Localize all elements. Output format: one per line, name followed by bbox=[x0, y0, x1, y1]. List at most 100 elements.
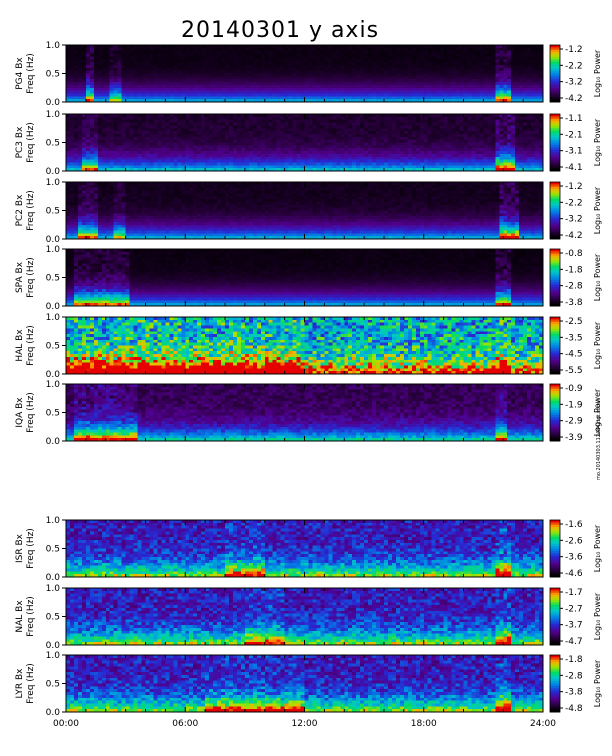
spectrogram-image bbox=[66, 520, 543, 577]
colorbar-cell bbox=[550, 156, 560, 160]
colorbar-cell bbox=[550, 154, 560, 158]
colorbar-cell bbox=[550, 118, 560, 122]
colorbar-cell bbox=[550, 279, 560, 283]
colorbar-tick-label: -2.9 bbox=[565, 417, 583, 427]
colorbar-tick-label: -0.8 bbox=[565, 249, 583, 259]
colorbar-cell bbox=[550, 553, 560, 557]
colorbar-frame bbox=[549, 181, 561, 240]
colorbar-cell bbox=[550, 555, 560, 559]
colorbar-cell bbox=[550, 217, 560, 221]
colorbar-cell bbox=[550, 433, 560, 437]
colorbar-cell bbox=[550, 693, 560, 696]
colorbar-cell bbox=[550, 301, 560, 305]
colorbar-cell bbox=[550, 135, 560, 139]
colorbar-cell bbox=[550, 147, 560, 151]
colorbar-cell bbox=[550, 336, 560, 339]
colorbar-tick-label: -3.7 bbox=[565, 621, 583, 631]
colorbar-cell bbox=[550, 258, 560, 262]
colorbar-tick-label: -2.7 bbox=[565, 604, 583, 614]
colorbar-cell bbox=[550, 659, 560, 663]
colorbar-cell bbox=[550, 704, 560, 708]
spectrogram-image bbox=[66, 655, 543, 712]
colorbar-cell bbox=[550, 384, 560, 387]
panel-ylabel: Freq (Hz) bbox=[26, 257, 36, 298]
colorbar-cell bbox=[550, 562, 560, 566]
colorbar-cell bbox=[550, 121, 560, 124]
colorbar-cell bbox=[550, 321, 560, 325]
colorbar-cell bbox=[550, 640, 560, 644]
colorbar-cell bbox=[550, 618, 560, 622]
y-tick-label: 0.5 bbox=[46, 545, 60, 555]
colorbar-cell bbox=[550, 210, 560, 214]
colorbar-cell bbox=[550, 669, 560, 673]
colorbar-cell bbox=[550, 611, 560, 615]
colorbar-frame bbox=[549, 44, 561, 103]
colorbar-tick-label: -1.1 bbox=[565, 114, 583, 124]
colorbar-cell bbox=[550, 529, 560, 533]
colorbar-cell bbox=[550, 678, 560, 682]
colorbar-cell bbox=[550, 224, 560, 228]
colorbar-cell bbox=[550, 424, 560, 428]
panel-name: PG4 Bx bbox=[15, 57, 25, 90]
panel-ylabel: Freq (Hz) bbox=[26, 325, 36, 366]
colorbar-cell bbox=[550, 520, 560, 523]
colorbar-cell bbox=[550, 222, 560, 226]
colorbar-frame bbox=[549, 383, 561, 442]
colorbar-cell bbox=[550, 85, 560, 89]
colorbar-cell bbox=[550, 198, 560, 202]
colorbar-cell bbox=[550, 635, 560, 639]
colorbar-cell bbox=[550, 355, 560, 358]
colorbar-cell bbox=[550, 426, 560, 430]
colorbar-cell bbox=[550, 522, 560, 526]
colorbar-cell bbox=[550, 695, 560, 699]
colorbar-frame bbox=[549, 248, 561, 307]
colorbar-tick-label: -3.1 bbox=[565, 147, 583, 157]
colorbar-frame bbox=[549, 654, 561, 713]
colorbar-cell bbox=[550, 709, 560, 713]
colorbar-cell bbox=[550, 674, 560, 677]
colorbar-cell bbox=[550, 289, 560, 293]
colorbar-cell bbox=[550, 560, 560, 564]
colorbar-cell bbox=[550, 700, 560, 703]
colorbar-cell bbox=[550, 294, 560, 297]
colorbar-cell bbox=[550, 534, 560, 538]
colorbar-cell bbox=[550, 265, 560, 269]
colorbar-tick-label: -2.5 bbox=[565, 317, 583, 327]
colorbar-cell bbox=[550, 366, 560, 370]
colorbar-cell bbox=[550, 287, 560, 290]
y-tick-label: 0.0 bbox=[46, 708, 61, 718]
colorbar-cell bbox=[550, 398, 560, 402]
spectrogram-image bbox=[66, 182, 543, 239]
colorbar-cell bbox=[550, 681, 560, 684]
colorbar-cell bbox=[550, 251, 560, 255]
colorbar-cell bbox=[550, 196, 560, 200]
colorbar-cell bbox=[550, 159, 560, 162]
colorbar-cell bbox=[550, 347, 560, 351]
chart-title: 20140301 y axis bbox=[180, 18, 380, 43]
colorbar-cell bbox=[550, 87, 560, 91]
panel-1: 0.0 0.5 1.0 PC3 Bx Freq (Hz) -1.1 -2.1 -3.1 -4.1… bbox=[15, 110, 602, 177]
panel-ylabel: Freq (Hz) bbox=[26, 663, 36, 704]
colorbar-cell bbox=[550, 298, 560, 302]
colorbar-cell bbox=[550, 621, 560, 625]
colorbar-cell bbox=[550, 628, 560, 632]
y-tick-label: 1.0 bbox=[46, 245, 61, 255]
colorbar-cell bbox=[550, 277, 560, 281]
colorbar-cell bbox=[550, 284, 560, 288]
y-tick-label: 1.0 bbox=[46, 313, 61, 323]
colorbar-cell bbox=[550, 54, 560, 58]
colorbar-cell bbox=[550, 144, 560, 148]
colorbar-cell bbox=[550, 152, 560, 155]
colorbar-cell bbox=[550, 215, 560, 219]
colorbar-cell bbox=[550, 550, 560, 554]
colorbar-tick-label: -1.2 bbox=[565, 182, 583, 192]
colorbar-cell bbox=[550, 68, 560, 72]
colorbar-cell bbox=[550, 338, 560, 342]
colorbar-tick-label: -2.8 bbox=[565, 282, 583, 292]
colorbar-cell bbox=[550, 208, 560, 211]
colorbar-cell bbox=[550, 133, 560, 136]
colorbar-cell bbox=[550, 419, 560, 423]
spectrogram-image bbox=[66, 384, 543, 441]
colorbar-cell bbox=[550, 574, 560, 578]
colorbar-cell bbox=[550, 203, 560, 207]
